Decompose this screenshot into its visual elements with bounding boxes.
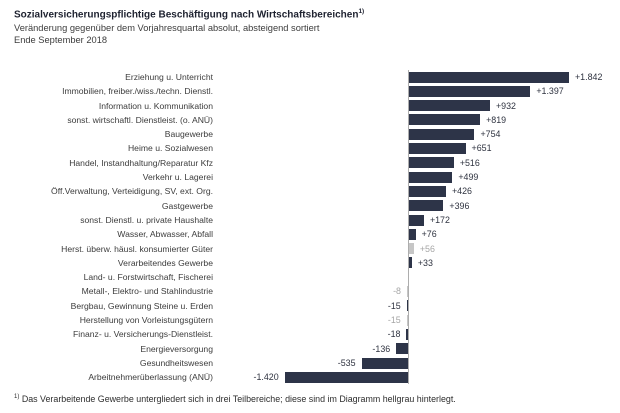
category-label: Metall-, Elektro- und Stahlindustrie (81, 286, 213, 297)
chart-title: Sozialversicherungspflichtige Beschäftig… (14, 8, 364, 20)
category-label: Heime u. Sozialwesen (127, 143, 213, 154)
title-footnote-marker: 1) (358, 8, 365, 15)
chart-row: Verarbeitendes Gewerbe +33 (0, 256, 620, 270)
chart-row: Gastgewerbe +396 (0, 199, 620, 213)
chart-row: Metall-, Elektro- und Stahlindustrie -8 (0, 284, 620, 298)
bar (409, 157, 454, 169)
category-label: Energieversorgung (140, 343, 213, 354)
bar (409, 200, 444, 212)
category-label: Arbeitnehmerüberlassung (ANÜ) (88, 372, 213, 383)
category-label: Wasser, Abwasser, Abfall (117, 229, 213, 240)
value-label: +76 (421, 229, 437, 240)
value-label: +516 (459, 157, 480, 168)
category-label: Gastgewerbe (161, 200, 213, 211)
bar (409, 257, 412, 269)
value-label: +651 (471, 143, 492, 154)
chart-row: Öff.Verwaltung, Verteidigung, SV, ext. O… (0, 184, 620, 198)
chart-row: Bergbau, Gewinnung Steine u. Erden -15 (0, 299, 620, 313)
category-label: Bergbau, Gewinnung Steine u. Erden (70, 300, 213, 311)
bar (284, 371, 408, 383)
chart-row: Finanz- u. Versicherungs-Dienstleist. -18 (0, 327, 620, 341)
chart-row: Verkehr u. Lagerei +499 (0, 170, 620, 184)
chart-row: Erziehung u. Unterricht +1.842 (0, 70, 620, 84)
value-label: -136 (372, 343, 391, 354)
zero-axis-line (408, 70, 409, 384)
value-label: -1.420 (253, 372, 279, 383)
bar (406, 328, 408, 340)
chart-row: Immobilien, freiber./wiss./techn. Dienst… (0, 84, 620, 98)
chart-row: Herst. überw. häusl. konsumierter Güter +… (0, 242, 620, 256)
footnote-marker: 1) (14, 394, 20, 401)
bar (409, 228, 416, 240)
value-label: +932 (495, 100, 516, 111)
category-label: Handel, Instandhaltung/Reparatur Kfz (69, 157, 213, 168)
category-label: Immobilien, freiber./wiss./techn. Dienst… (62, 86, 213, 97)
value-label: +754 (480, 129, 501, 140)
chart-row: Herstellung von Vorleistungsgütern -15 (0, 313, 620, 327)
chart-row: Land- u. Forstwirtschaft, Fischerei (0, 270, 620, 284)
category-label: Öff.Verwaltung, Verteidigung, SV, ext. O… (51, 186, 213, 197)
bar (396, 343, 408, 355)
bar (409, 185, 446, 197)
bar (406, 300, 408, 312)
bar (406, 314, 408, 326)
category-label: sonst. Dienstl. u. private Haushalte (80, 214, 213, 225)
chart-period: Ende September 2018 (14, 34, 108, 45)
chart-row: Handel, Instandhaltung/Reparatur Kfz +516 (0, 156, 620, 170)
bar (409, 100, 490, 112)
chart-header: Sozialversicherungspflichtige Beschäftig… (14, 8, 364, 46)
category-label: Finanz- u. Versicherungs-Dienstleist. (73, 329, 213, 340)
value-label: +426 (452, 186, 472, 197)
bar (361, 357, 408, 369)
category-label: Herstellung von Vorleistungsgütern (79, 315, 213, 326)
bar (409, 171, 453, 183)
bar (409, 114, 481, 126)
chart-row: Energieversorgung -136 (0, 342, 620, 356)
value-label: +819 (486, 114, 507, 125)
value-label: +56 (419, 243, 435, 254)
value-label: +1.397 (536, 86, 564, 97)
category-label: sonst. wirtschaftl. Dienstleist. (o. ANÜ… (67, 114, 213, 125)
category-label: Information u. Kommunikation (98, 100, 213, 111)
value-label: -8 (393, 286, 401, 297)
category-label: Land- u. Forstwirtschaft, Fischerei (83, 272, 213, 283)
chart-row: Baugewerbe +754 (0, 127, 620, 141)
chart-row: Heime u. Sozialwesen +651 (0, 141, 620, 155)
category-label: Baugewerbe (164, 129, 213, 140)
value-label: +499 (458, 172, 479, 183)
chart-title-text: Sozialversicherungspflichtige Beschäftig… (14, 9, 359, 21)
value-label: +396 (449, 200, 470, 211)
value-label: +33 (417, 257, 433, 268)
chart-row: Wasser, Abwasser, Abfall +76 (0, 227, 620, 241)
bar (407, 286, 408, 298)
chart-row: sonst. wirtschaftl. Dienstleist. (o. ANÜ… (0, 113, 620, 127)
value-label: -535 (337, 357, 356, 368)
category-label: Erziehung u. Unterricht (125, 72, 213, 82)
value-label: +1.842 (575, 72, 603, 82)
category-label: Gesundheitswesen (139, 357, 213, 368)
category-label: Herst. überw. häusl. konsumierter Güter (61, 243, 213, 254)
value-label: -15 (387, 315, 401, 326)
chart-subtitle: Veränderung gegenüber dem Vorjahresquart… (14, 23, 320, 34)
chart-row: Arbeitnehmerüberlassung (ANÜ) -1.420 (0, 370, 620, 384)
footnote: 1) Das Verarbeitende Gewerbe untergliede… (14, 394, 456, 404)
chart-row: Information u. Kommunikation +932 (0, 99, 620, 113)
bar (409, 128, 475, 140)
value-label: -18 (387, 329, 401, 340)
bar (409, 85, 531, 97)
chart-rows: Erziehung u. Unterricht +1.842 Immobilien,… (0, 70, 620, 385)
chart-row: Gesundheitswesen -535 (0, 356, 620, 370)
footnote-text: Das Verarbeitende Gewerbe untergliedert … (21, 394, 456, 404)
value-label: -15 (387, 300, 401, 311)
bar-chart: Erziehung u. Unterricht +1.842 Immobilien,… (0, 70, 620, 386)
bar (409, 243, 414, 255)
bar (409, 143, 466, 155)
chart-row: sonst. Dienstl. u. private Haushalte +172 (0, 213, 620, 227)
category-label: Verkehr u. Lagerei (142, 172, 213, 183)
bar (409, 214, 424, 226)
value-label: +172 (429, 214, 450, 225)
bar (409, 71, 569, 83)
category-label: Verarbeitendes Gewerbe (117, 257, 213, 268)
